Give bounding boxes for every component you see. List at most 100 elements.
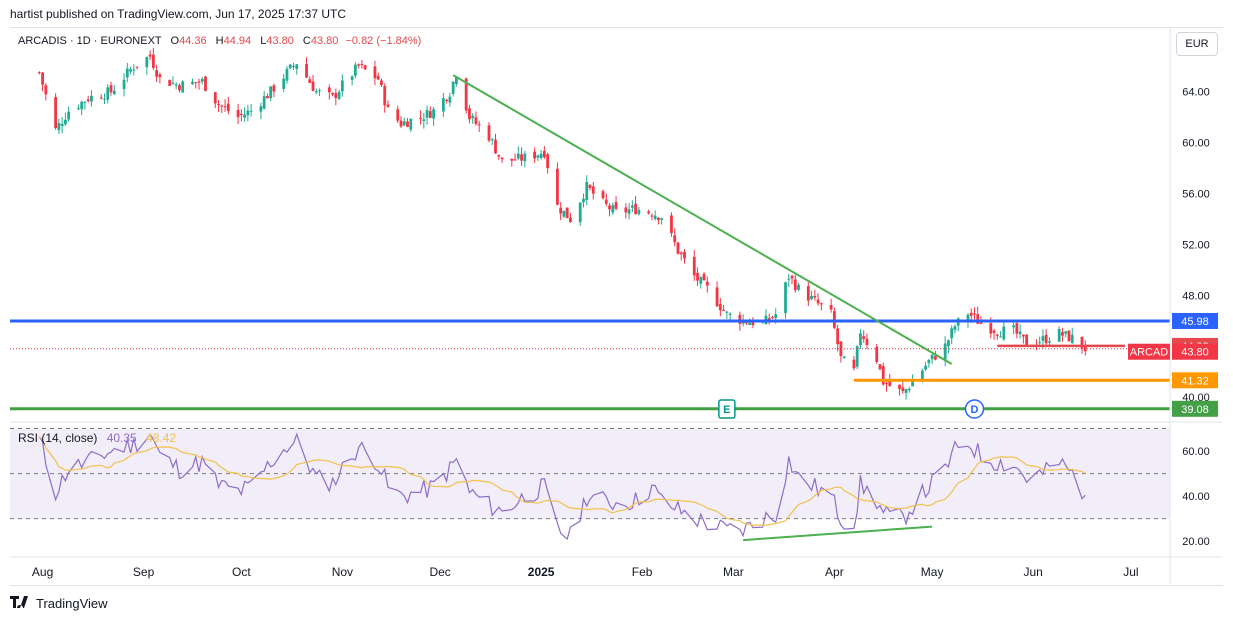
candle-body (350, 76, 354, 80)
candle-body (468, 108, 471, 120)
axes: 64.0060.0056.0052.0048.0040.0045.9844.02… (10, 28, 1222, 584)
close-value: 43.80 (310, 35, 339, 47)
candle-body (816, 299, 820, 304)
candle-body (813, 295, 817, 298)
candle-body (520, 154, 523, 161)
candle-body (933, 356, 937, 360)
candle-body (836, 328, 840, 345)
candle-body (200, 78, 204, 82)
published-caption: hartist published on TradingView.com, Ju… (10, 7, 346, 21)
candle-body (171, 82, 175, 84)
candle-body (627, 209, 631, 214)
candle-body (373, 66, 377, 79)
candle-body (630, 205, 634, 208)
dividend-marker-icon (964, 399, 985, 419)
candle-body (725, 311, 729, 313)
price-tick-label: 52.00 (1182, 239, 1210, 251)
candle-body (819, 303, 823, 305)
candle-body (650, 215, 654, 217)
candle-body (295, 64, 299, 69)
candle-body (787, 278, 791, 280)
candle-body (494, 139, 497, 154)
candle-body (236, 109, 240, 118)
candle-body (842, 356, 846, 359)
time-tick-label: Feb (632, 565, 653, 579)
candle-body (660, 218, 664, 220)
rsi-divergence-line (743, 525, 933, 542)
candle-body (676, 242, 680, 254)
candle-body (148, 54, 152, 57)
currency-button[interactable]: EUR (1176, 32, 1218, 56)
candle-body (1064, 331, 1068, 334)
tradingview-logo-icon (10, 596, 32, 611)
candle-body (1012, 325, 1015, 328)
candle-body (135, 66, 139, 68)
candle-body (497, 154, 501, 157)
candle-body (357, 64, 361, 66)
candle-body (80, 101, 84, 110)
candle-body (282, 78, 286, 89)
change-value: −0.82 (−1.84%) (345, 35, 422, 47)
candle-body (409, 118, 413, 130)
candle-body (745, 322, 748, 324)
candle-body (455, 77, 458, 85)
rsi-tick-label: 40.00 (1182, 491, 1210, 503)
candle-body (999, 336, 1002, 338)
candle-body (243, 114, 247, 118)
candle-body (784, 282, 787, 314)
candle-body (927, 359, 931, 364)
candle-body (1021, 334, 1025, 337)
candle-body (109, 85, 113, 93)
candle-body (360, 63, 364, 65)
candle-body (249, 110, 253, 112)
candle-body (1080, 336, 1084, 349)
candle-body (67, 111, 71, 120)
candle-body (266, 96, 269, 99)
candle-body (37, 72, 41, 74)
candle-body (60, 123, 64, 126)
price-tag-41.32: 41.32 (1181, 375, 1209, 387)
candle-body (451, 81, 455, 94)
candle-body (562, 210, 566, 217)
candle-body (1070, 334, 1074, 343)
time-tick-label: Sep (133, 565, 155, 579)
candle-body (969, 312, 973, 316)
candle-body (1025, 334, 1029, 347)
candle-body (103, 98, 106, 100)
candle-body (898, 384, 901, 389)
candle-body (702, 273, 706, 281)
candle-body (406, 121, 409, 128)
candle-body (1061, 332, 1064, 336)
candle-body (947, 340, 950, 347)
time-tick-label: May (921, 565, 944, 579)
candle-body (692, 256, 696, 276)
candle-body (911, 381, 914, 387)
candle-body (885, 382, 888, 385)
rsi-tick-label: 20.00 (1182, 536, 1210, 548)
candle-body (77, 108, 80, 110)
rsi-title: RSI (14, close) (18, 431, 98, 445)
candle-body (888, 380, 892, 386)
open-label: O (170, 35, 180, 47)
candle-body (132, 69, 136, 71)
candle-body (145, 57, 149, 68)
candle-body (106, 87, 110, 100)
candle-body (353, 64, 357, 76)
candle-body (327, 87, 331, 93)
candle-body (523, 153, 527, 162)
symbol-legend[interactable]: ARCADIS · 1D · EURONEXT O44.36 H44.94 L4… (18, 35, 421, 47)
time-tick-label: 2025 (528, 565, 555, 579)
candle-body (288, 64, 292, 69)
rsi-legend[interactable]: RSI (14, close) 40.35 48.42 (18, 431, 176, 445)
high-value: 44.94 (223, 35, 252, 47)
candle-body (129, 69, 132, 72)
candle-body (57, 123, 61, 131)
candle-body (432, 109, 435, 119)
candle-body (647, 211, 651, 214)
rsi-ma-line (38, 436, 1086, 526)
rsi-ma-value: 48.42 (146, 431, 177, 445)
candle-body (125, 68, 129, 78)
tradingview-brand[interactable]: TradingView (10, 596, 108, 611)
candle-body (705, 281, 709, 286)
